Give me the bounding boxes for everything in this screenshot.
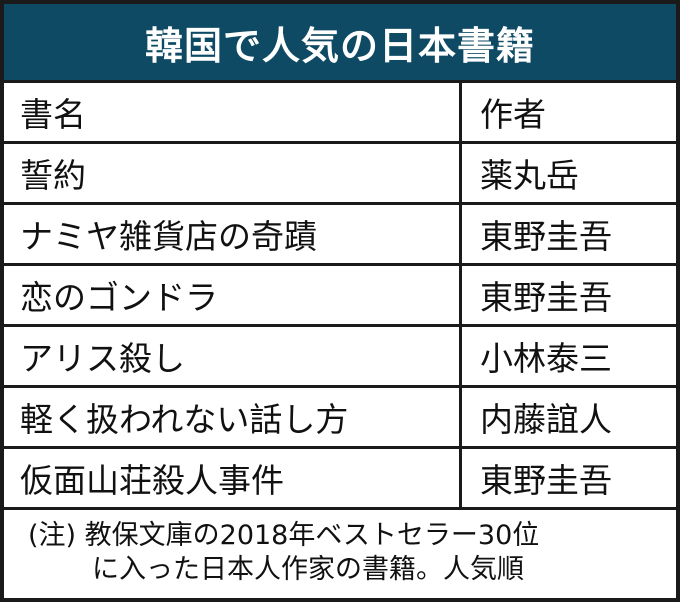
author-cell: 東野圭吾 <box>480 461 612 500</box>
author-cell: 薬丸岳 <box>480 156 579 195</box>
header-author: 作者 <box>480 95 546 134</box>
footnote-line-1: (注) 教保文庫の2018年ベストセラー30位 <box>28 520 540 551</box>
table-row: 仮面山荘殺人事件 東野圭吾 <box>4 449 676 510</box>
table-row: ナミヤ雑貨店の奇蹟 東野圭吾 <box>4 205 676 266</box>
book-title-cell: 仮面山荘殺人事件 <box>4 449 462 507</box>
book-title-cell: 恋のゴンドラ <box>4 266 462 324</box>
author-cell: 東野圭吾 <box>480 278 612 317</box>
author-cell: 東野圭吾 <box>480 217 612 256</box>
book-title-cell: 誓約 <box>4 144 462 202</box>
author-cell: 内藤誼人 <box>480 400 612 439</box>
table-header-row: 書名 作者 <box>4 83 676 144</box>
book-title-cell: ナミヤ雑貨店の奇蹟 <box>4 205 462 263</box>
header-book-title: 書名 <box>4 83 462 141</box>
author-cell: 小林泰三 <box>480 339 612 378</box>
book-title-cell: 軽く扱われない話し方 <box>4 388 462 446</box>
table-row: 恋のゴンドラ 東野圭吾 <box>4 266 676 327</box>
table-title: 韓国で人気の日本書籍 <box>4 4 676 83</box>
footnote: (注) 教保文庫の2018年ベストセラー30位 に入った日本人作家の書籍。人気順 <box>4 510 676 596</box>
table-row: 誓約 薬丸岳 <box>4 144 676 205</box>
footnote-line-2: に入った日本人作家の書籍。人気順 <box>92 554 524 585</box>
table-row: 軽く扱われない話し方 内藤誼人 <box>4 388 676 449</box>
table-row: アリス殺し 小林泰三 <box>4 327 676 388</box>
book-title-cell: アリス殺し <box>4 327 462 385</box>
